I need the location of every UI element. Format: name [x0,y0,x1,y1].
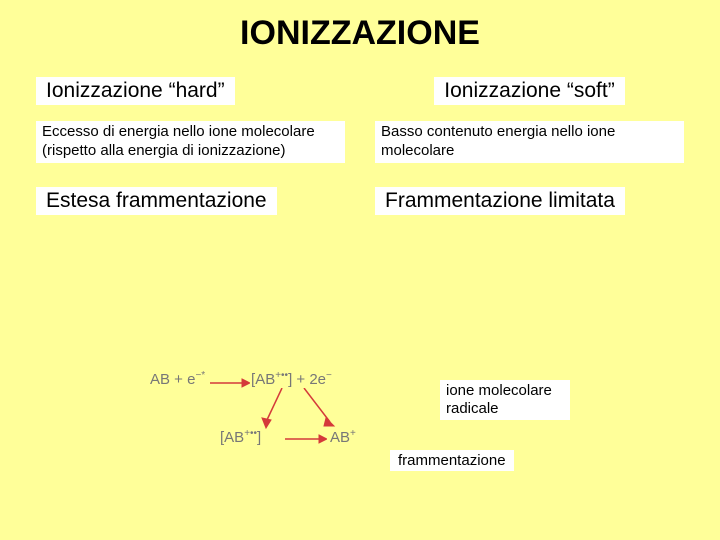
hard-outcome: Estesa frammentazione [36,187,277,215]
soft-outcome: Frammentazione limitata [375,187,625,215]
column-soft: Ionizzazione “soft” Basso contenuto ener… [375,77,684,215]
eq2-open: [AB [220,429,244,446]
hard-heading: Ionizzazione “hard” [36,77,235,105]
soft-heading: Ionizzazione “soft” [434,77,624,105]
equation-line-2: [AB+••] [220,428,261,446]
eq1-sup2: +•• [275,370,288,381]
eq1-sup1: −* [195,370,205,381]
arrow-right-1 [210,376,250,390]
eq2-sup: +•• [244,428,257,439]
eq3-text: AB [330,429,350,446]
arrow-down-left [260,388,290,430]
hard-description: Eccesso di energia nello ione molecolare… [36,121,345,163]
column-hard: Ionizzazione “hard” Eccesso di energia n… [36,77,345,215]
reaction-diagram: AB + e−* [AB+••] + 2e− [AB+••] AB+ ione … [150,370,570,520]
label-ion-molecolare: ione molecolare radicale [440,380,570,420]
eq3-sup: + [350,428,356,439]
eq1-product-open: [AB [251,371,275,388]
arrow-right-2 [285,432,327,446]
eq1-product-close: ] + 2e [288,371,326,388]
equation-line-3: AB+ [330,428,356,446]
label-frammentazione: frammentazione [390,450,514,471]
eq2-close: ] [257,429,261,446]
soft-description: Basso contenuto energia nello ione molec… [375,121,684,163]
eq1-sup3: − [326,370,332,381]
arrow-down-right [300,388,340,430]
page-title: IONIZZAZIONE [0,0,720,53]
eq1-reactant: AB + e [150,371,195,388]
two-column-layout: Ionizzazione “hard” Eccesso di energia n… [0,53,720,215]
